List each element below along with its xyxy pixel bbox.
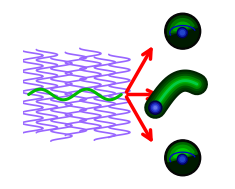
Circle shape bbox=[177, 154, 187, 164]
Circle shape bbox=[180, 157, 184, 161]
Wedge shape bbox=[168, 16, 197, 35]
Circle shape bbox=[150, 103, 161, 113]
Circle shape bbox=[165, 13, 201, 49]
Circle shape bbox=[154, 107, 157, 109]
Circle shape bbox=[167, 142, 199, 174]
Circle shape bbox=[179, 29, 186, 36]
Circle shape bbox=[179, 156, 186, 163]
Circle shape bbox=[153, 105, 158, 110]
Circle shape bbox=[165, 140, 201, 176]
Wedge shape bbox=[170, 19, 194, 32]
Circle shape bbox=[152, 104, 159, 112]
Circle shape bbox=[177, 28, 187, 38]
Wedge shape bbox=[170, 145, 194, 159]
Wedge shape bbox=[174, 22, 190, 31]
Wedge shape bbox=[174, 149, 190, 158]
Circle shape bbox=[167, 15, 199, 47]
Circle shape bbox=[149, 101, 162, 114]
Wedge shape bbox=[168, 143, 197, 162]
Circle shape bbox=[180, 30, 184, 35]
